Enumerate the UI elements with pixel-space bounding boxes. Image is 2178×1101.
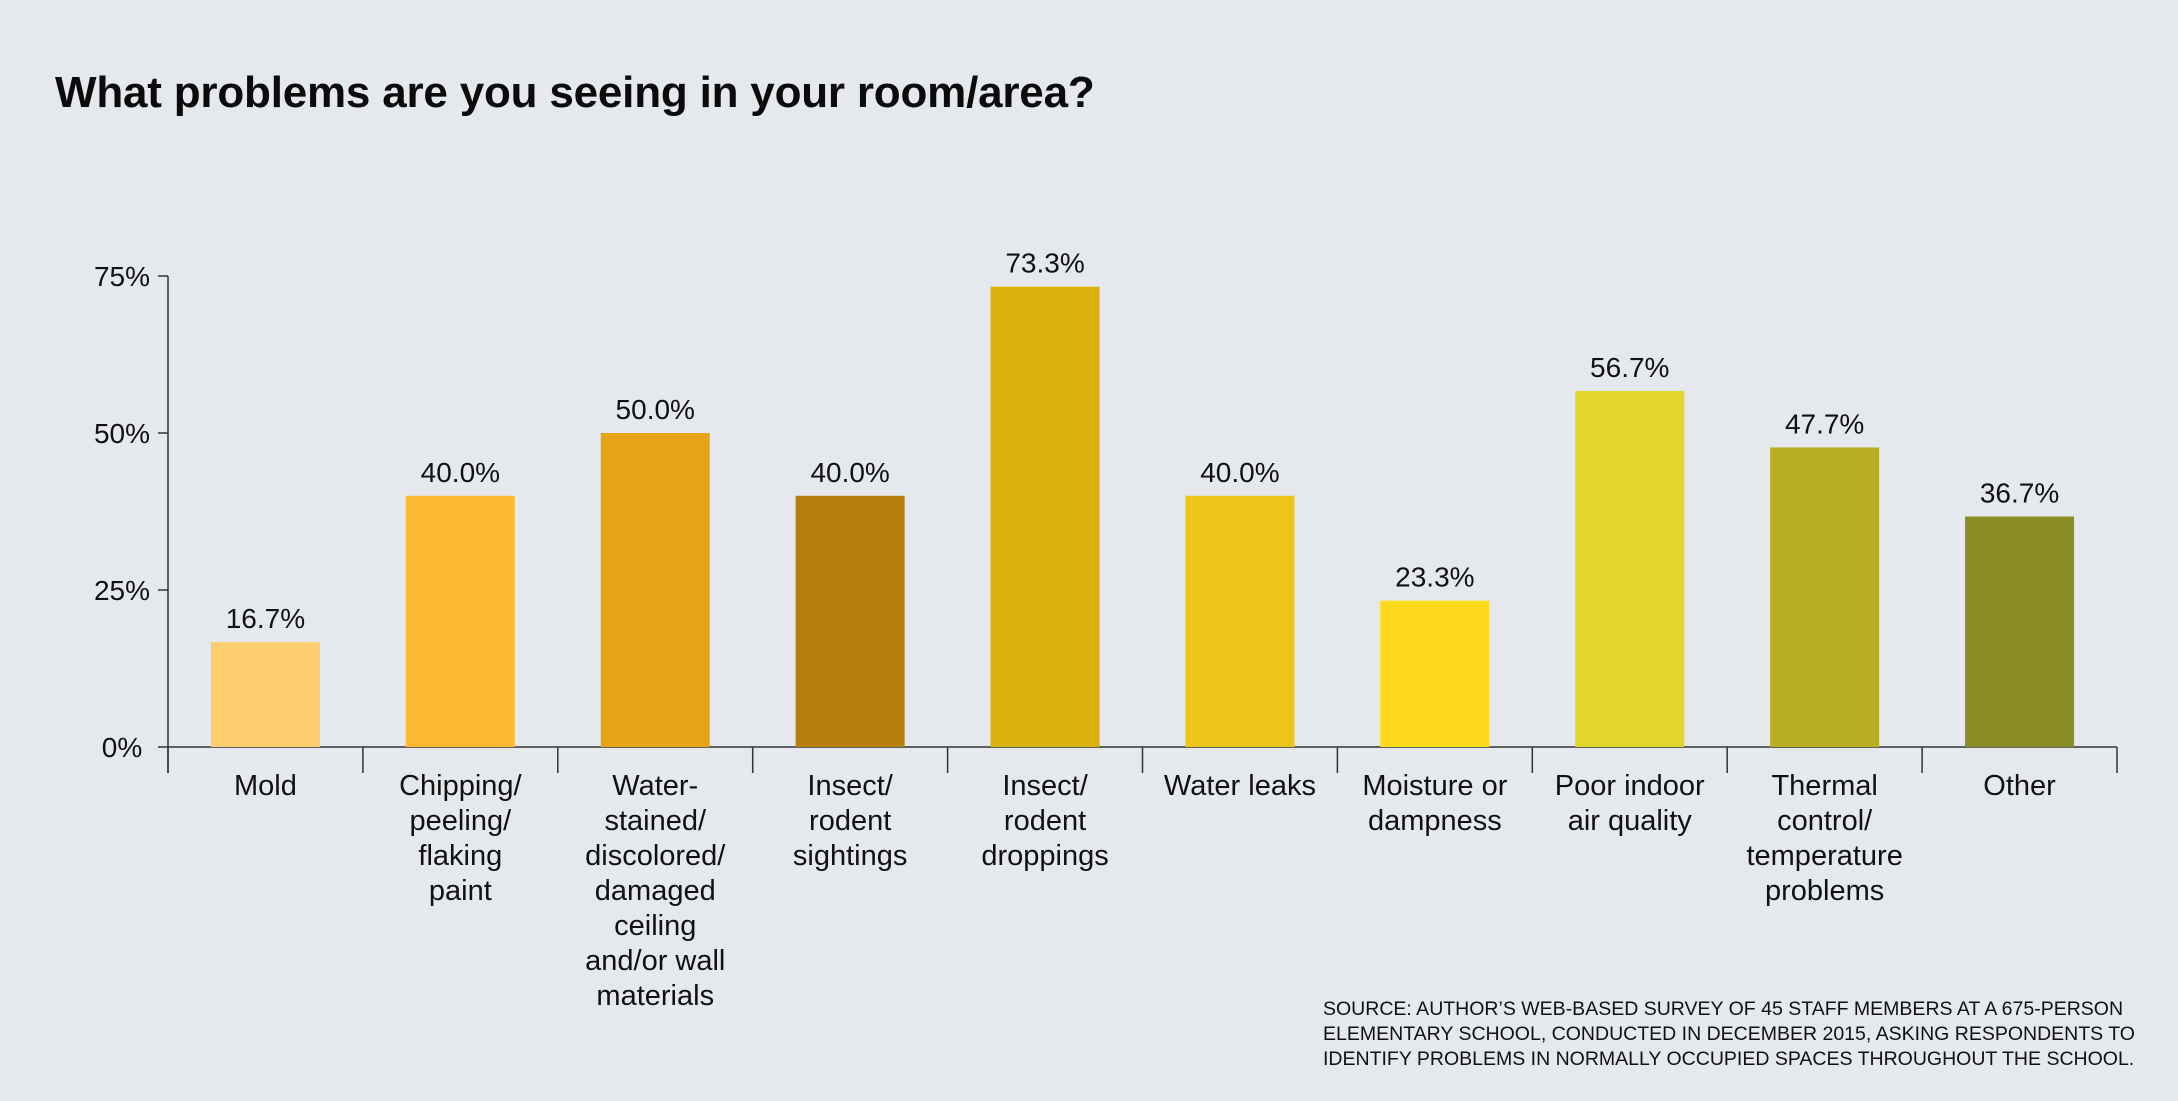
x-tick-label-line: Moisture or [1362, 770, 1507, 802]
data-label: 23.3% [1395, 562, 1474, 593]
x-tick-label-line: Poor indoor [1555, 770, 1705, 802]
bar [1185, 495, 1295, 747]
y-tick-label: 75% [94, 261, 150, 292]
data-label: 56.7% [1590, 352, 1669, 383]
x-tick-label: Chipping/peeling/flaking paint [399, 770, 522, 907]
data-label: 36.7% [1980, 478, 2059, 509]
category-labels: Mold Chipping/peeling/flaking paint Water-s… [234, 770, 2056, 1012]
x-tick-label-line: flaking [418, 840, 502, 872]
source-line: SOURCE: AUTHOR’S WEB-BASED SURVEY OF 45 … [1323, 998, 2124, 1020]
x-tick-label-line: Insect/ [807, 770, 893, 802]
x-tick-label-line: ceiling [614, 910, 696, 942]
x-tick-label-line: Chipping/ [399, 770, 522, 802]
y-axis: 0% 25% 50% 75% [94, 261, 169, 773]
bar [1575, 390, 1685, 747]
x-tick-label-line: dampness [1368, 805, 1502, 837]
x-tick-label-line: Mold [234, 770, 297, 802]
x-tick-label-line: Water leaks [1164, 770, 1316, 802]
x-tick-label-line: stained/ [604, 805, 707, 837]
bar [1380, 600, 1490, 747]
x-tick-label-line: Thermal [1771, 770, 1877, 802]
data-label: 47.7% [1785, 408, 1864, 439]
x-tick-label-line: materials [596, 980, 714, 1012]
x-tick-label: Other [1983, 770, 2056, 802]
bar [1965, 516, 2075, 747]
x-tick-label: Insect/rodent droppings [981, 770, 1108, 872]
x-tick-label-line: problems [1765, 875, 1884, 907]
data-label: 73.3% [1005, 248, 1084, 279]
y-tick-label: 0% [102, 732, 142, 763]
x-tick-label-line: rodent [1004, 805, 1086, 837]
bar [990, 286, 1100, 747]
data-label: 40.0% [810, 457, 889, 488]
x-tick-label-line: droppings [981, 840, 1108, 872]
x-tick-label-line: sightings [793, 840, 907, 872]
data-label: 16.7% [226, 603, 305, 634]
bar [1770, 447, 1880, 747]
x-tick-label-line: control/ [1777, 805, 1873, 837]
x-tick-label-line: paint [429, 875, 492, 907]
x-tick-label-line: Other [1983, 770, 2056, 802]
value-labels: 16.7% 40.0% 50.0% 40.0% 73.3% 40.0% 23.3% 56.7%… [226, 248, 2060, 634]
x-tick-label-line: Water- [612, 770, 698, 802]
x-tick-label: Insect/rodent sightings [793, 770, 907, 872]
chart-title: What problems are you seeing in your roo… [55, 68, 1095, 117]
bar [795, 495, 905, 747]
data-label: 50.0% [616, 394, 695, 425]
source-line: IDENTIFY PROBLEMS IN NORMALLY OCCUPIED S… [1323, 1048, 2135, 1070]
y-tick-label: 25% [94, 575, 150, 606]
x-tick-label-line: damaged [595, 875, 716, 907]
bars [210, 286, 2075, 747]
x-tick-label-line: Insect/ [1002, 770, 1088, 802]
x-tick-label: Mold [234, 770, 297, 802]
y-tick-label: 50% [94, 418, 150, 449]
data-label: 40.0% [1200, 457, 1279, 488]
x-tick-label: Poor indoor air quality [1555, 770, 1705, 837]
bar [600, 433, 710, 747]
x-tick-label: Moisture or dampness [1362, 770, 1507, 837]
source-note: SOURCE: AUTHOR’S WEB-BASED SURVEY OF 45 … [1323, 997, 2143, 1072]
x-tick-label-line: temperature [1746, 840, 1902, 872]
x-tick-label: Water leaks [1164, 770, 1316, 802]
source-line: ELEMENTARY SCHOOL, CONDUCTED IN DECEMBER… [1323, 1023, 2135, 1045]
x-tick-label-line: discolored/ [585, 840, 726, 872]
data-label: 40.0% [421, 457, 500, 488]
x-tick-label: Water-stained/discolored/damaged ceiling a… [585, 770, 726, 1012]
bar [405, 495, 515, 747]
bar [210, 642, 320, 747]
x-tick-label-line: air quality [1568, 805, 1693, 837]
x-tick-label-line: and/or wall [585, 945, 725, 977]
x-tick-label-line: peeling/ [410, 805, 513, 837]
x-tick-label-line: rodent [809, 805, 891, 837]
x-tick-label: Thermal control/temperature problems [1746, 770, 1902, 907]
